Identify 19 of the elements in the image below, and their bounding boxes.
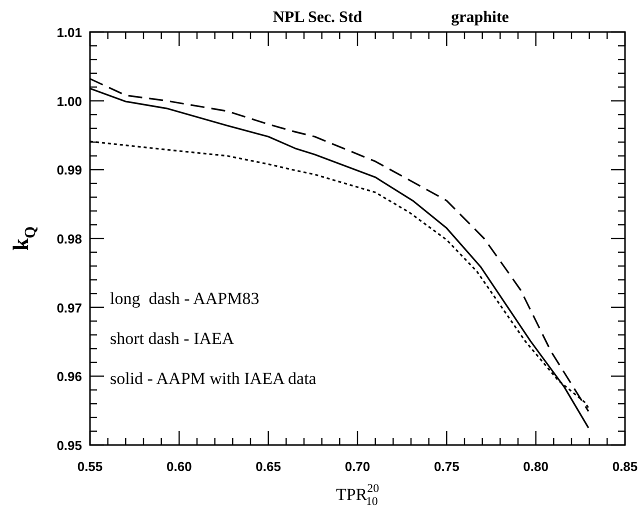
y-tick-label: 1.00 bbox=[56, 94, 82, 109]
annotation: long dash - AAPM83 bbox=[110, 288, 260, 308]
y-tick-label: 0.95 bbox=[56, 438, 82, 453]
x-tick-label: 0.65 bbox=[256, 459, 281, 474]
x-tick-label: 0.60 bbox=[166, 459, 192, 474]
x-tick-label: 0.70 bbox=[344, 459, 370, 474]
annotation: solid - AAPM with IAEA data bbox=[110, 368, 317, 388]
y-tick-label: 0.96 bbox=[56, 369, 82, 384]
x-tick-label: 0.75 bbox=[434, 459, 460, 474]
x-tick-label: 0.80 bbox=[523, 459, 548, 474]
chart-title: NPL Sec. Std bbox=[272, 9, 362, 26]
annotation: short dash - IAEA bbox=[110, 328, 235, 348]
text: 0.55 bbox=[77, 459, 103, 474]
y-tick-label: 0.99 bbox=[56, 162, 82, 178]
x-tick-label: 0.85 bbox=[612, 459, 638, 474]
y-tick-label: 0.97 bbox=[56, 300, 82, 316]
chart-subtitle: graphite bbox=[451, 9, 509, 26]
y-tick-label: 0.98 bbox=[56, 232, 82, 246]
y-tick-label: 1.01 bbox=[56, 25, 82, 40]
